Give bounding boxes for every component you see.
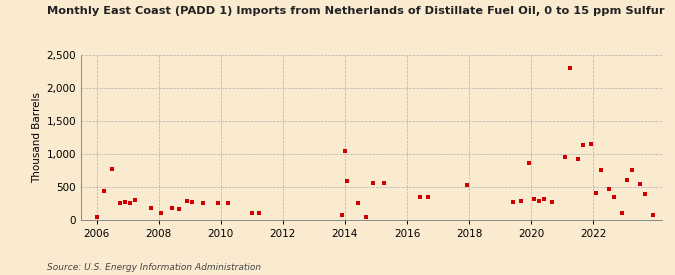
Point <box>107 166 117 171</box>
Point <box>246 211 257 215</box>
Point <box>578 143 589 147</box>
Point <box>337 213 348 217</box>
Point <box>423 195 433 199</box>
Point <box>564 66 575 70</box>
Point <box>547 199 558 204</box>
Point <box>516 199 526 204</box>
Point <box>197 201 208 205</box>
Point <box>640 192 651 196</box>
Point <box>342 178 353 183</box>
Text: Monthly East Coast (PADD 1) Imports from Netherlands of Distillate Fuel Oil, 0 t: Monthly East Coast (PADD 1) Imports from… <box>47 6 665 15</box>
Point <box>621 178 632 183</box>
Point <box>125 201 136 205</box>
Point <box>119 199 130 204</box>
Point <box>174 207 185 211</box>
Point <box>145 206 156 211</box>
Point <box>461 183 472 188</box>
Point <box>360 215 371 219</box>
Point <box>533 199 544 203</box>
Point <box>166 206 177 210</box>
Point <box>603 186 614 191</box>
Point <box>595 168 606 172</box>
Point <box>156 211 167 215</box>
Point <box>114 201 125 205</box>
Point <box>254 211 265 215</box>
Y-axis label: Thousand Barrels: Thousand Barrels <box>32 92 43 183</box>
Point <box>182 199 192 203</box>
Point <box>340 148 350 153</box>
Point <box>626 168 637 172</box>
Point <box>634 182 645 186</box>
Text: Source: U.S. Energy Information Administration: Source: U.S. Energy Information Administ… <box>47 263 261 272</box>
Point <box>223 200 234 205</box>
Point <box>508 200 518 204</box>
Point <box>616 211 627 215</box>
Point <box>560 155 570 160</box>
Point <box>91 214 102 219</box>
Point <box>539 196 549 201</box>
Point <box>414 195 425 199</box>
Point <box>368 181 379 185</box>
Point <box>130 198 140 202</box>
Point <box>572 157 583 161</box>
Point <box>609 195 620 199</box>
Point <box>352 201 363 205</box>
Point <box>213 200 223 205</box>
Point <box>99 189 109 193</box>
Point <box>585 142 596 146</box>
Point <box>647 213 658 218</box>
Point <box>529 197 539 201</box>
Point <box>523 161 534 166</box>
Point <box>378 181 389 185</box>
Point <box>187 200 198 204</box>
Point <box>591 191 601 196</box>
